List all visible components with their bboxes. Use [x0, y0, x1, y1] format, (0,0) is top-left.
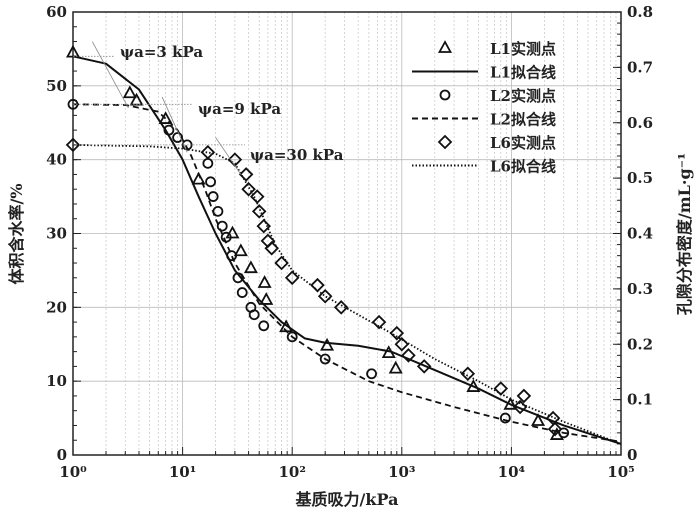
series-line-l6 [72, 144, 622, 445]
annotations: ψa=3 kPa ψa=9 kPa ψa=30 kPa [73, 41, 344, 175]
data-point-l2 [499, 412, 511, 424]
y2-tick-label: 0.8 [627, 3, 653, 21]
axes: 10⁰ 10¹ 10² 10³ 10⁴ 10⁵010203040506000.10.20.… [46, 3, 653, 481]
y2-tick-label: 0 [627, 446, 637, 464]
data-point-l2 [258, 320, 270, 332]
x-tick-label: 10⁰ [59, 463, 87, 481]
y-tick-label: 40 [46, 151, 67, 169]
data-point-l1 [129, 92, 144, 106]
legend: L1实测点 L1拟合线 L2实测点 L2拟合线 L6实测点 L6拟合线 [412, 40, 556, 176]
y-tick-label: 60 [46, 3, 67, 21]
annotation-label-9kpa: ψa=9 kPa [198, 100, 281, 118]
data-point-l6 [401, 348, 416, 363]
legend-marker-l1 [437, 40, 453, 53]
y2-tick-label: 0.1 [627, 391, 653, 409]
series-line-l1 [72, 55, 622, 445]
data-point-l1 [257, 275, 272, 288]
legend-marker-l2 [439, 89, 451, 101]
data-point-l1 [531, 413, 546, 426]
y-tick-label: 10 [46, 372, 67, 390]
data-point-l1 [191, 171, 206, 185]
data-point-l2 [205, 176, 216, 188]
x-tick-label: 10¹ [169, 463, 196, 481]
data-point-l6 [416, 359, 432, 374]
data-point-l1 [158, 111, 173, 124]
data-point-l6 [460, 366, 476, 382]
data-point-l2 [232, 272, 244, 284]
data-point-l6 [389, 325, 405, 341]
data-point-l2 [366, 368, 377, 380]
data-point-l6 [333, 300, 349, 315]
data-point-l6 [256, 218, 272, 234]
legend-marker-l6 [437, 134, 453, 150]
legend-label: L1实测点 [490, 40, 556, 58]
legend-label: L6实测点 [490, 134, 556, 152]
chart-marks [65, 44, 622, 445]
y-tick-label: 30 [46, 225, 67, 243]
data-point-l6 [241, 181, 256, 197]
data-point-l1 [233, 243, 248, 257]
data-point-l6 [547, 421, 563, 437]
y2-tick-label: 0.3 [627, 280, 653, 298]
y-axis-label: 体积含水率/% [7, 183, 26, 284]
legend-label: L1拟合线 [490, 64, 556, 82]
series-line-l2 [72, 103, 622, 443]
data-point-l6 [512, 399, 528, 415]
data-point-l2 [163, 124, 175, 136]
data-point-l2 [202, 157, 214, 169]
data-point-l6 [284, 270, 300, 286]
legend-label: L2拟合线 [490, 111, 556, 129]
annotation-label-30kpa: ψa=30 kPa [250, 146, 344, 164]
data-point-l6 [251, 204, 267, 219]
annotation-label-3kpa: ψa=3 kPa [120, 43, 203, 61]
x-tick-label: 10³ [388, 463, 415, 481]
x-tick-label: 10² [278, 463, 305, 481]
annotation-tangent [215, 137, 242, 175]
y2-axis-label: 孔隙分布密度/mL·g⁻¹ [675, 153, 694, 315]
data-point-l1 [320, 337, 335, 351]
data-point-l1 [243, 260, 258, 274]
y-tick-label: 0 [57, 446, 67, 464]
data-point-l2 [207, 191, 219, 202]
x-tick-label: 10⁵ [607, 463, 634, 481]
data-point-l6 [249, 189, 265, 204]
data-point-l2 [236, 287, 248, 298]
x-axis-label: 基质吸力/kPa [295, 490, 399, 509]
x-tick-label: 10⁴ [498, 463, 526, 481]
y2-tick-label: 0.7 [627, 58, 653, 76]
y2-tick-label: 0.4 [627, 225, 653, 243]
data-point-l6 [238, 167, 254, 182]
data-point-l6 [274, 255, 289, 271]
data-point-l2 [226, 250, 238, 262]
data-point-l6 [264, 240, 279, 256]
y-tick-label: 50 [46, 77, 67, 95]
data-point-l6 [310, 277, 325, 293]
legend-label: L6拟合线 [490, 158, 556, 176]
annotation-tangent [161, 96, 188, 153]
data-point-l6 [317, 288, 333, 304]
data-point-l6 [371, 314, 387, 330]
legend-label: L2实测点 [490, 87, 556, 105]
data-point-l1 [225, 225, 240, 239]
data-point-l2 [216, 220, 228, 232]
data-point-l2 [319, 353, 331, 365]
data-point-l6 [516, 388, 532, 404]
data-point-l1 [388, 360, 403, 374]
data-point-l6 [65, 137, 81, 153]
data-point-l1 [259, 292, 274, 305]
data-point-l1 [122, 85, 137, 99]
data-point-l2 [248, 309, 260, 321]
y2-tick-label: 0.5 [627, 169, 653, 187]
y-tick-label: 20 [46, 298, 67, 316]
annotation-tangent [91, 41, 129, 109]
data-point-l6 [200, 145, 216, 160]
y2-tick-label: 0.2 [627, 335, 653, 353]
data-point-l2 [286, 331, 298, 343]
data-point-l2 [558, 427, 570, 439]
y2-tick-label: 0.6 [627, 114, 653, 132]
